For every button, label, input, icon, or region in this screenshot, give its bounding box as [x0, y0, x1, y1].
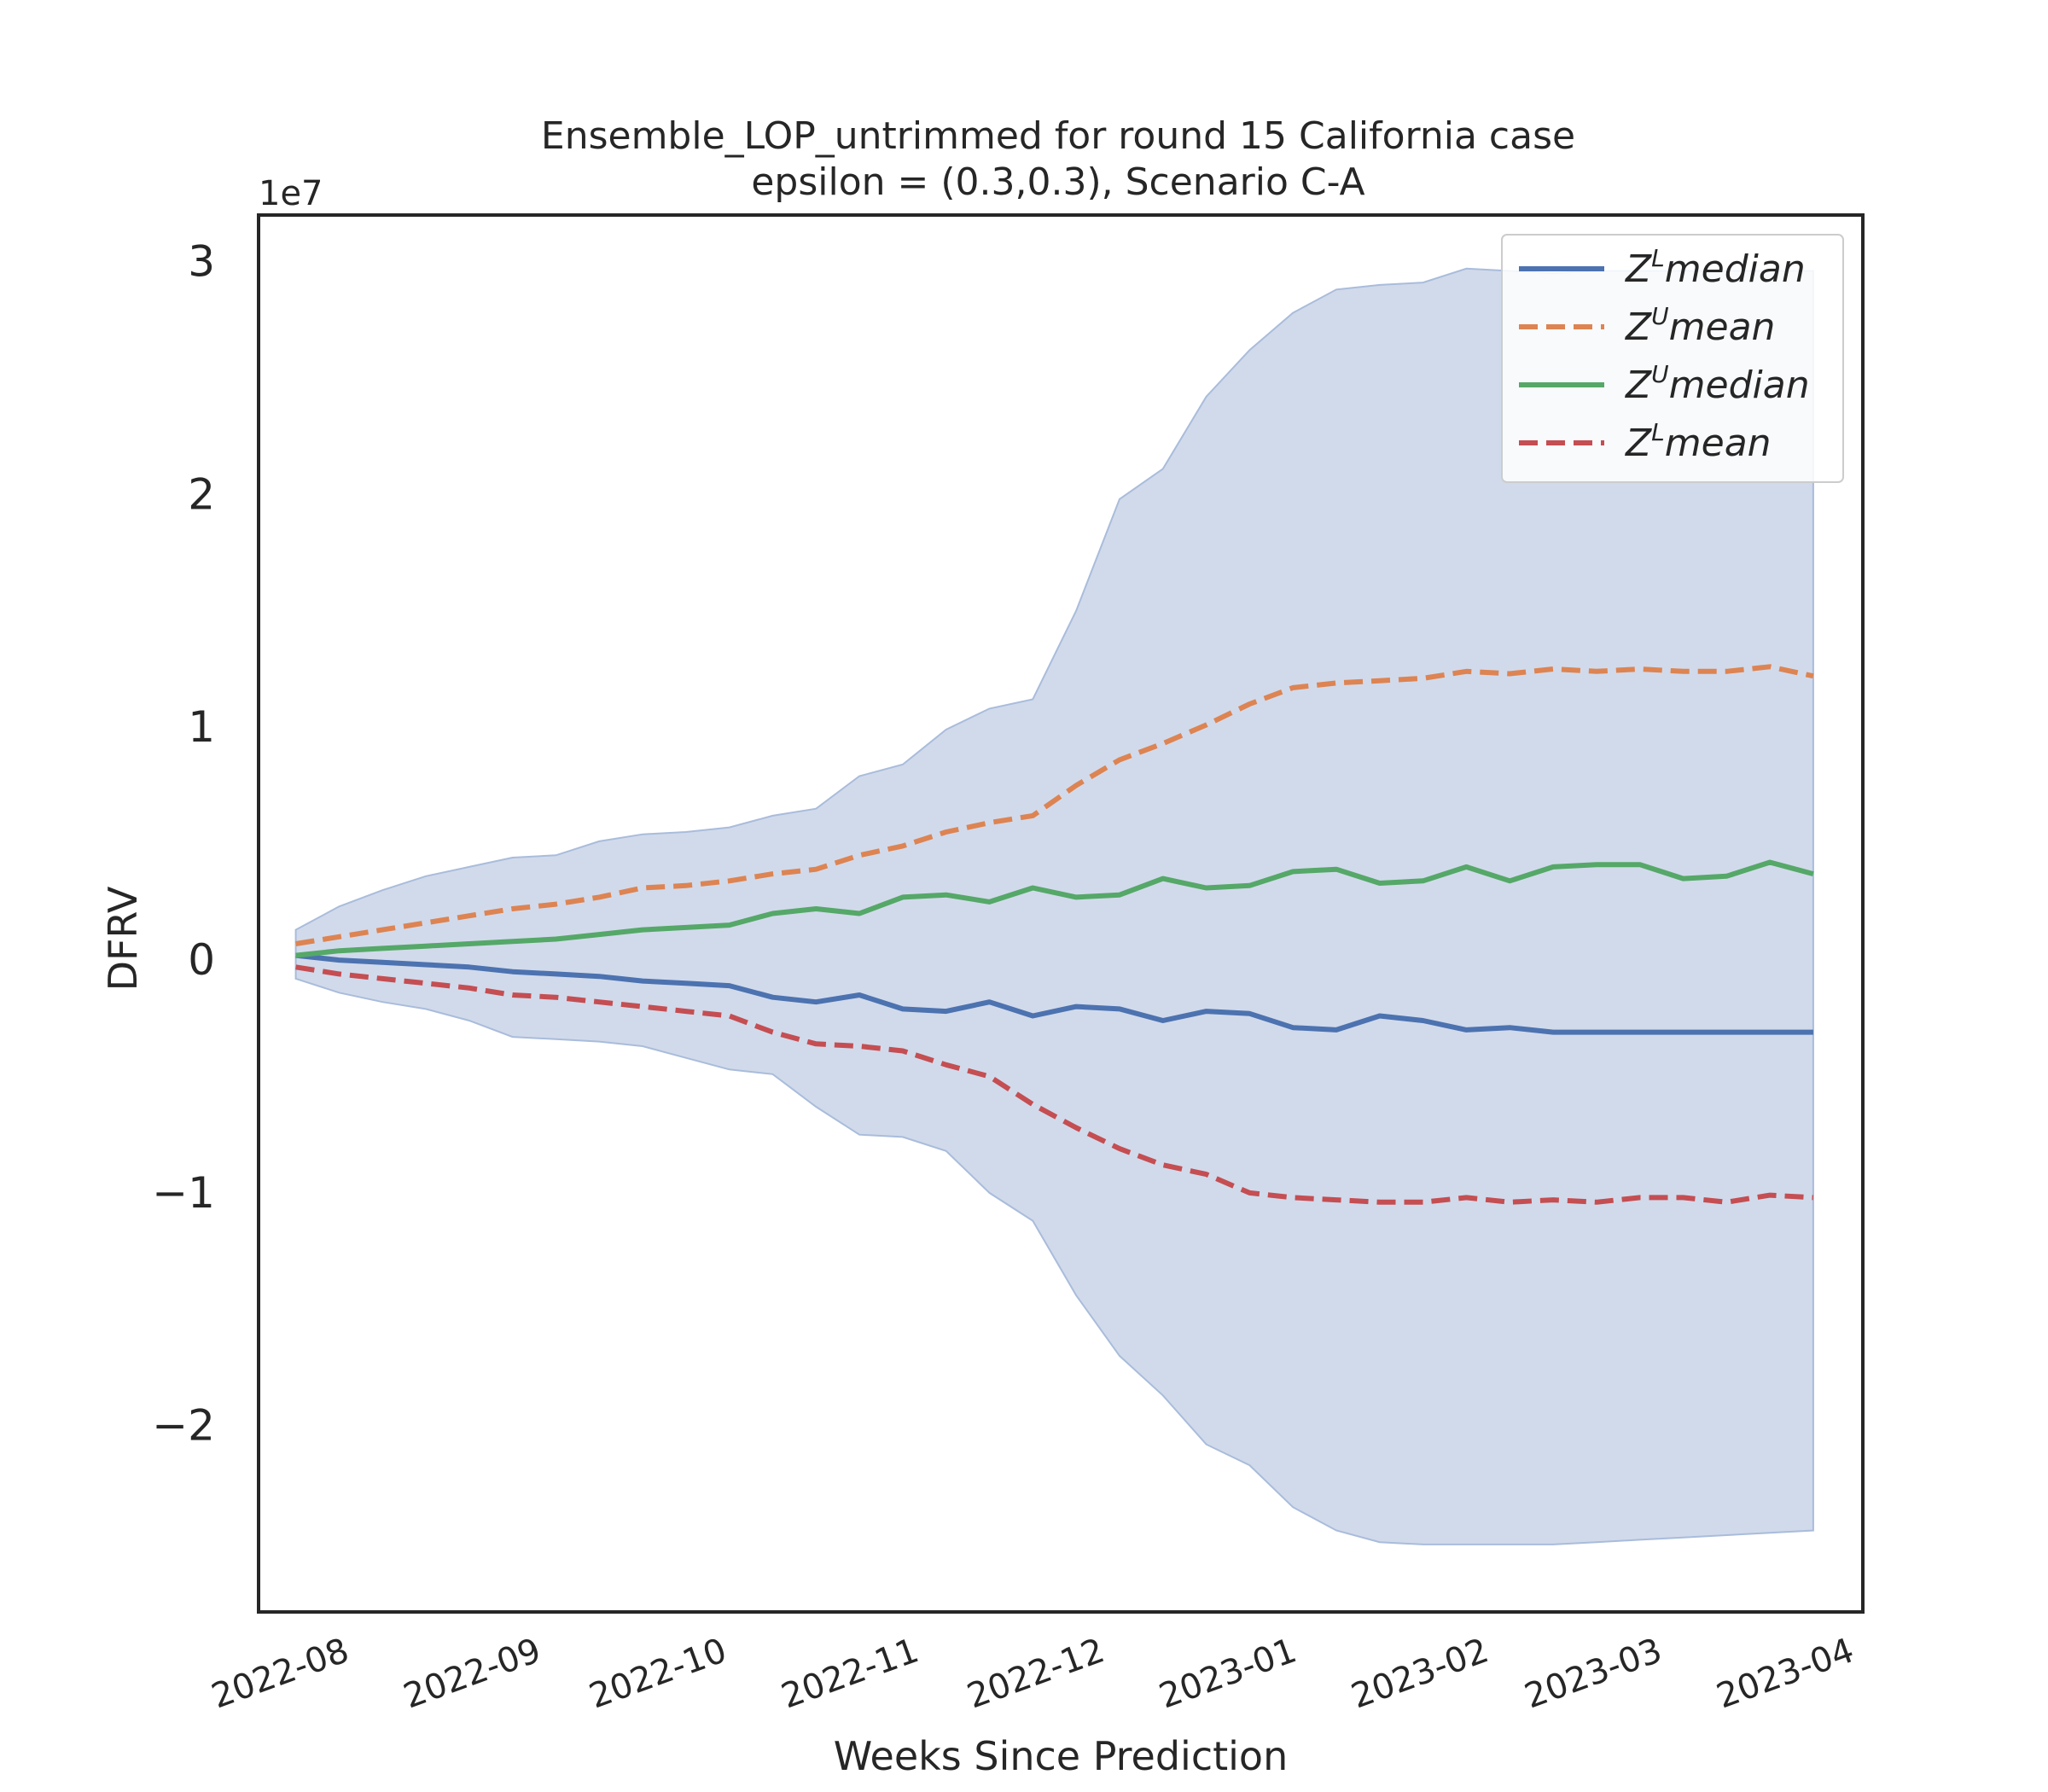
chart-title-line-1: Ensemble_LOP_untrimmed for round 15 Cali…: [541, 114, 1575, 158]
y-axis-label: DFRV: [100, 886, 146, 991]
chart-title-line-2: epsilon = (0.3,0.3), Scenario C-A: [751, 160, 1364, 204]
y-tick-label: 2: [188, 469, 215, 519]
y-tick-label: −1: [152, 1168, 215, 1218]
y-tick-label: 1: [188, 702, 215, 752]
plot-frame: [257, 213, 1865, 1614]
series-line-3: [295, 859, 1814, 958]
legend-label-4: ZLmean: [1625, 418, 1772, 465]
series-line-2: [295, 664, 1814, 946]
legend: ZLmedian ZUmean ZUmedian ZLmean: [1501, 234, 1844, 483]
legend-label-3: ZUmedian: [1625, 360, 1810, 407]
band-layer: [294, 267, 1814, 1545]
x-axis-label: Weeks Since Prediction: [834, 1733, 1288, 1779]
legend-label-2: ZUmean: [1625, 302, 1775, 349]
y-axis-ticks: 3 2 1 0 −1 −2: [152, 237, 215, 1451]
legend-items: ZLmedian ZUmean ZUmedian ZLmean: [1519, 244, 1810, 465]
legend-box: [1501, 234, 1844, 483]
y-offset-label: 1e7: [259, 174, 323, 213]
y-tick-label: −2: [152, 1401, 215, 1451]
y-tick-label: 3: [188, 237, 215, 287]
series-line-1: [295, 952, 1813, 1035]
legend-label-1: ZLmedian: [1625, 244, 1806, 291]
range-band: [294, 267, 1814, 1545]
series-layer: [295, 664, 1814, 1205]
y-tick-label: 0: [188, 935, 215, 985]
series-line-4: [295, 964, 1814, 1205]
